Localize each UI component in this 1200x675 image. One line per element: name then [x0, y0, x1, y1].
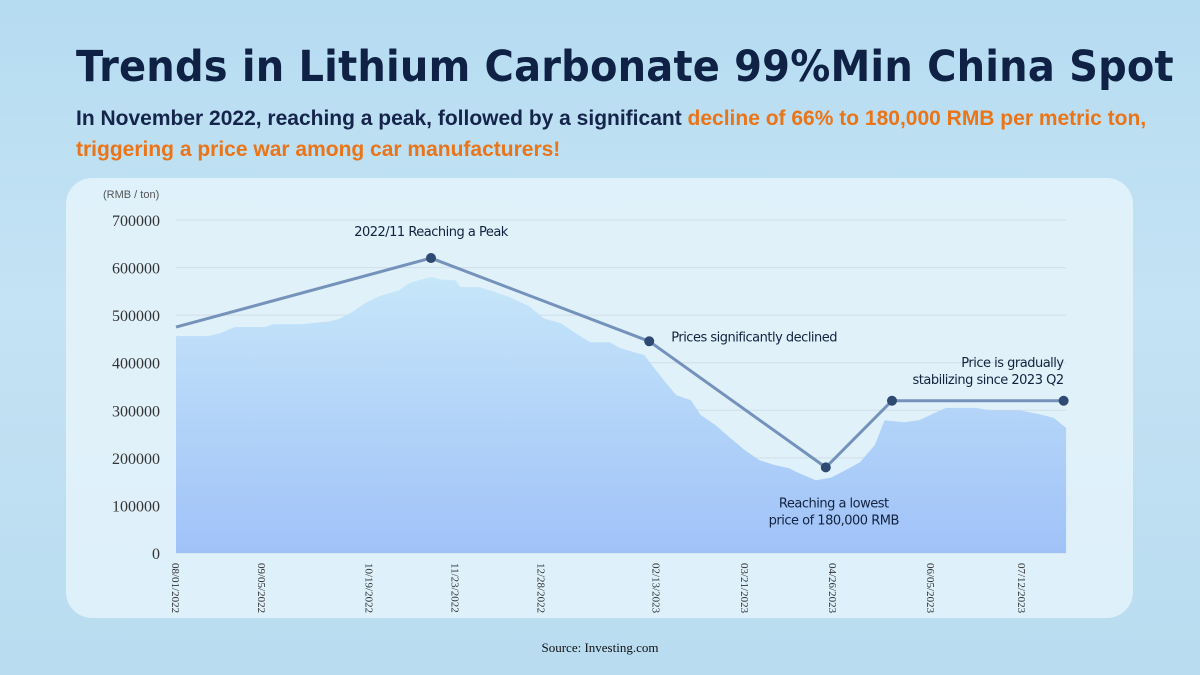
x-tick-label: 12/28/2022: [534, 563, 546, 613]
annotation-label: Prices significantly declined: [671, 330, 837, 345]
source-note: Source: Investing.com: [541, 640, 659, 655]
y-tick-label: 400000: [112, 356, 160, 373]
x-tick-label: 04/26/2023: [826, 563, 838, 614]
x-tick-label: 09/05/2022: [255, 563, 267, 613]
x-tick-label: 08/01/2022: [169, 563, 181, 613]
x-tick-label: 06/05/2023: [924, 563, 936, 614]
x-tick-label: 03/21/2023: [738, 563, 750, 614]
subtitle-plain: In November 2022, reaching a peak, follo…: [76, 107, 688, 130]
trend-line: [175, 256, 1064, 470]
subtitle: In November 2022, reaching a peak, follo…: [76, 103, 1156, 165]
y-tick-label: 0: [152, 546, 160, 563]
trend-marker: [1058, 395, 1069, 406]
y-tick-label: 100000: [112, 498, 160, 515]
trend-marker: [820, 462, 831, 473]
y-tick-label: 500000: [112, 308, 160, 325]
y-axis-label: (RMB / ton): [103, 189, 159, 201]
y-tick-label: 300000: [112, 403, 160, 420]
y-tick-label: 600000: [112, 261, 160, 278]
annotation-label: stabilizing since 2023 Q2: [913, 373, 1064, 388]
price-area: [176, 277, 1067, 553]
trend-marker: [426, 253, 437, 264]
x-tick-label: 11/23/2022: [449, 563, 461, 613]
annotation-label: 2022/11 Reaching a Peak: [354, 225, 509, 240]
trend-marker: [644, 336, 655, 347]
trend-marker: [886, 395, 897, 406]
x-tick-label: 07/12/2023: [1015, 563, 1027, 614]
x-tick-label: 02/13/2023: [650, 563, 662, 614]
subtitle-highlight: decline of 66% to 180,000 RMB per metric…: [76, 107, 1147, 161]
annotation-label: price of 180,000 RMB: [769, 513, 899, 528]
page-title: Trends in Lithium Carbonate 99%Min China…: [76, 42, 1174, 92]
annotation-label: Reaching a lowest: [779, 496, 889, 511]
y-tick-label: 200000: [112, 451, 160, 468]
y-tick-label: 700000: [112, 213, 160, 230]
x-tick-label: 10/19/2022: [363, 563, 375, 613]
annotation-label: Price is gradually: [961, 356, 1064, 371]
